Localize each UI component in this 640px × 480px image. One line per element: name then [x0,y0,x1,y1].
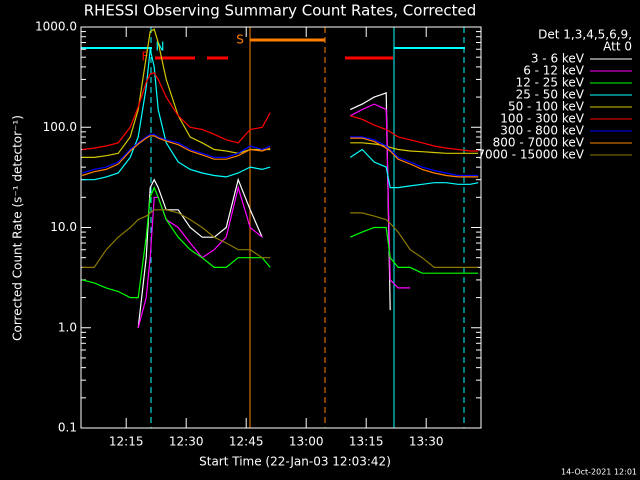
legend-label: 25 - 50 keV [516,88,585,102]
legend-header: Att 0 [603,40,632,54]
series-line [82,28,479,158]
series-line [137,103,411,328]
series-line [137,92,391,328]
annotation: N [156,40,165,54]
y-tick-label: 1000.0 [35,20,77,34]
series-line [82,49,479,189]
flags [81,27,465,428]
series-line [82,186,479,299]
x-tick-label: 12:30 [169,435,204,449]
legend-label: 300 - 800 keV [500,124,584,138]
x-tick-label: 13:00 [289,435,324,449]
series-line [82,135,479,178]
legend-label: 12 - 25 keV [516,76,585,90]
series-line [82,71,479,152]
series-line [82,209,479,268]
y-tick-label: 10.0 [50,220,77,234]
y-tick-label: 0.1 [58,421,77,435]
legend-label: 6 - 12 keV [523,64,585,78]
x-tick-label: 13:15 [349,435,384,449]
legend-label: 3 - 6 keV [531,52,585,66]
legend-label: 7000 - 15000 keV [477,148,584,162]
legend-header: Det 1,3,4,5,6,9, [538,28,632,42]
chart-title: RHESSI Observing Summary Count Rates, Co… [84,2,477,20]
legend-label: 800 - 7000 keV [493,136,585,150]
y-tick-label: 100.0 [43,120,77,134]
annotation: F [142,50,149,64]
annotation: S [236,33,244,47]
plot-frame [80,26,482,429]
footer: 14-Oct-2021 12:01 [561,468,637,477]
y-axis-label: Corrected Count Rate (s⁻¹ detector⁻¹) [11,115,25,341]
x-axis-label: Start Time (22-Jan-03 12:03:42) [199,455,391,469]
y-tick-label: 1.0 [58,320,77,334]
x-tick-label: 13:30 [409,435,444,449]
legend-label: 100 - 300 keV [500,112,584,126]
legend-label: 50 - 100 keV [508,100,585,114]
x-tick-label: 12:45 [229,435,264,449]
series-line [82,133,479,177]
x-tick-label: 12:15 [109,435,144,449]
